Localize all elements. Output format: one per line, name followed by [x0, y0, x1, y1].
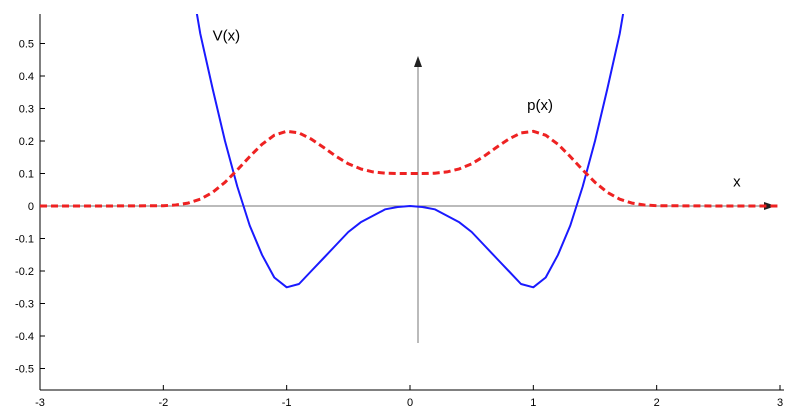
x-tick-label: 1: [530, 397, 536, 409]
y-tick-label: 0.4: [19, 71, 34, 83]
y-tick-label: 0: [28, 201, 34, 213]
y-tick-label: -0.2: [15, 266, 34, 278]
x-tick-label: 0: [407, 397, 413, 409]
annotation-label: V(x): [213, 27, 241, 44]
y-tick-label: 0.2: [19, 136, 34, 148]
y-tick-label: -0.5: [15, 364, 34, 376]
x-axis-arrow-icon: [764, 202, 776, 210]
y-tick-label: -0.4: [15, 331, 34, 343]
y-tick-label: 0.5: [19, 39, 34, 51]
y-tick-label: -0.1: [15, 234, 34, 246]
annotation-label: x: [733, 174, 741, 191]
x-tick-label: 2: [654, 397, 660, 409]
y-axis-arrow-icon: [414, 56, 422, 67]
annotation-label: p(x): [527, 97, 553, 114]
x-tick-label: -2: [158, 397, 168, 409]
y-tick-label: 0.3: [19, 104, 34, 116]
annotations: V(x) p(x) x: [213, 27, 741, 190]
ticks: [39, 43, 781, 390]
y-tick-label: -0.3: [15, 299, 34, 311]
series-line-density: [40, 129, 780, 208]
y-tick-label: 0.1: [19, 169, 34, 181]
series-line-potential: [195, 14, 625, 289]
x-tick-label: -1: [282, 397, 292, 409]
x-tick-label: -3: [35, 397, 45, 409]
tick-labels: -3 -2 -1 0 1 2 3 0.5 0.4 0.3 0.2 0.1 0 -0.1 -0.2 -0.3 -0…: [15, 39, 783, 410]
x-tick-label: 3: [777, 397, 783, 409]
series: [40, 14, 780, 289]
